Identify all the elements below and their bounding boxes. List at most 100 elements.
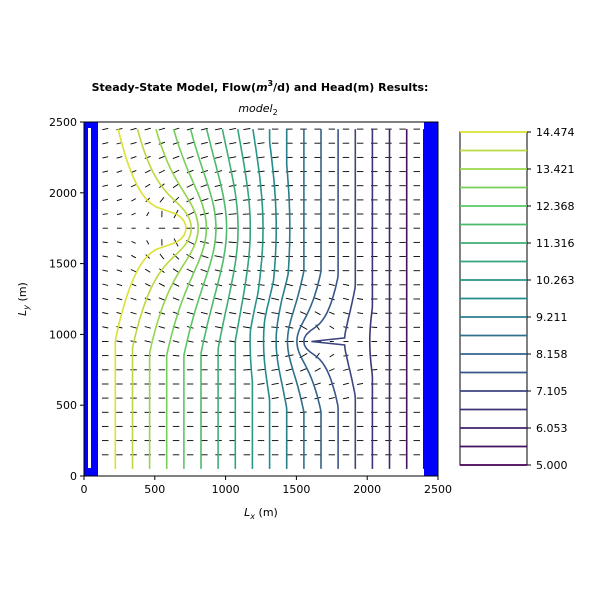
flow-arrow [186,268,194,273]
flow-arrow [200,268,209,273]
colorbar-tick-label: 13.421 [536,163,575,176]
flow-arrow [285,185,293,187]
flow-arrow [102,283,109,286]
contour-line [262,129,277,469]
y-axis-label: Ly (m) [16,282,31,316]
flow-arrow [229,312,237,315]
flow-arrow [130,141,137,145]
flow-arrow [229,127,237,131]
flow-arrow [102,184,109,187]
flow-arrow [186,340,194,343]
flow-arrow [214,170,223,173]
flow-arrow [314,382,321,386]
flow-arrow [102,213,108,215]
flow-arrow [146,240,150,245]
flow-arrow [116,283,123,287]
flow-arrow [131,212,136,216]
flow-arrow [116,269,123,273]
flow-arrow [186,254,195,259]
flow-arrow [130,127,137,131]
flow-arrow [144,297,151,301]
flow-arrow [357,312,364,315]
flow-arrow [314,269,321,272]
flow-arrow [159,197,165,203]
flow-arrow [200,311,208,315]
x-tick-label: 0 [81,483,88,496]
flow-arrow [285,283,294,287]
flow-arrow [158,325,166,329]
flow-arrow [357,368,364,371]
x-tick-label: 1000 [212,483,240,496]
flow-arrow [200,127,208,131]
flow-arrow [102,297,109,301]
flow-arrow [144,283,151,287]
flow-arrow [215,326,222,329]
x-tick-label: 1500 [282,483,310,496]
flow-arrow [172,268,180,273]
flow-arrow [257,156,265,159]
flow-arrow [328,396,335,400]
flow-arrow [214,141,223,145]
contour-line [286,129,305,469]
flow-arrow [144,340,151,343]
flow-arrow [215,127,222,131]
y-tick-label: 1000 [49,328,77,341]
flow-arrow [186,141,194,145]
flow-arrow [342,283,350,286]
flow-arrow [144,127,151,131]
flow-arrow [329,325,335,330]
flow-arrow [228,198,237,201]
colorbar-tick-label: 7.105 [536,385,568,398]
flow-arrow [228,241,237,244]
contour-line [114,128,187,469]
flow-arrow [116,198,123,202]
flow-arrow [271,382,279,386]
flow-arrow [158,127,166,131]
colorbar-tick-label: 6.053 [536,422,568,435]
flow-arrow [285,382,293,386]
flow-arrow [158,155,166,160]
flow-arrow [131,198,137,202]
contour-line [200,128,228,469]
x-tick-label: 500 [144,483,165,496]
flow-arrow [146,211,150,217]
flow-arrow [300,297,307,301]
x-tick-label: 2000 [353,483,381,496]
flow-arrow [214,311,223,315]
y-axis: 0 500 1000 1500 2000 2500 [49,116,84,483]
flow-arrow [158,340,166,343]
flow-arrow [102,127,109,131]
flow-arrow [285,297,293,301]
y-tick-label: 0 [70,470,77,483]
contour-line [165,128,208,469]
y-tick-label: 500 [56,399,77,412]
flow-arrow [314,311,321,316]
flow-arrow [102,241,108,244]
flow-arrow [158,282,166,287]
flow-arrow [172,340,180,343]
flow-arrow [300,382,307,386]
flow-arrow [144,326,151,329]
flow-arrow [271,312,279,315]
flow-arrow [172,297,180,301]
flow-arrow [342,297,350,301]
right-boundary [424,122,438,476]
flow-arrow [186,127,194,131]
colorbar-tick-label: 8.158 [536,348,568,361]
flow-arrow [243,156,251,159]
flow-arrow [116,156,123,159]
flow-arrow [243,369,251,371]
flow-arrow [328,283,335,287]
flow-arrow [102,269,109,272]
flow-arrow [102,326,109,329]
flow-arrow [328,311,335,315]
flow-arrow [102,156,109,159]
flow-arrow [158,297,166,301]
flow-arrow [186,155,194,159]
flow-arrow [144,311,151,315]
flow-arrow [285,311,294,315]
flow-arrow [228,283,237,287]
flow-arrow [116,241,122,244]
flow-arrow [314,297,321,301]
